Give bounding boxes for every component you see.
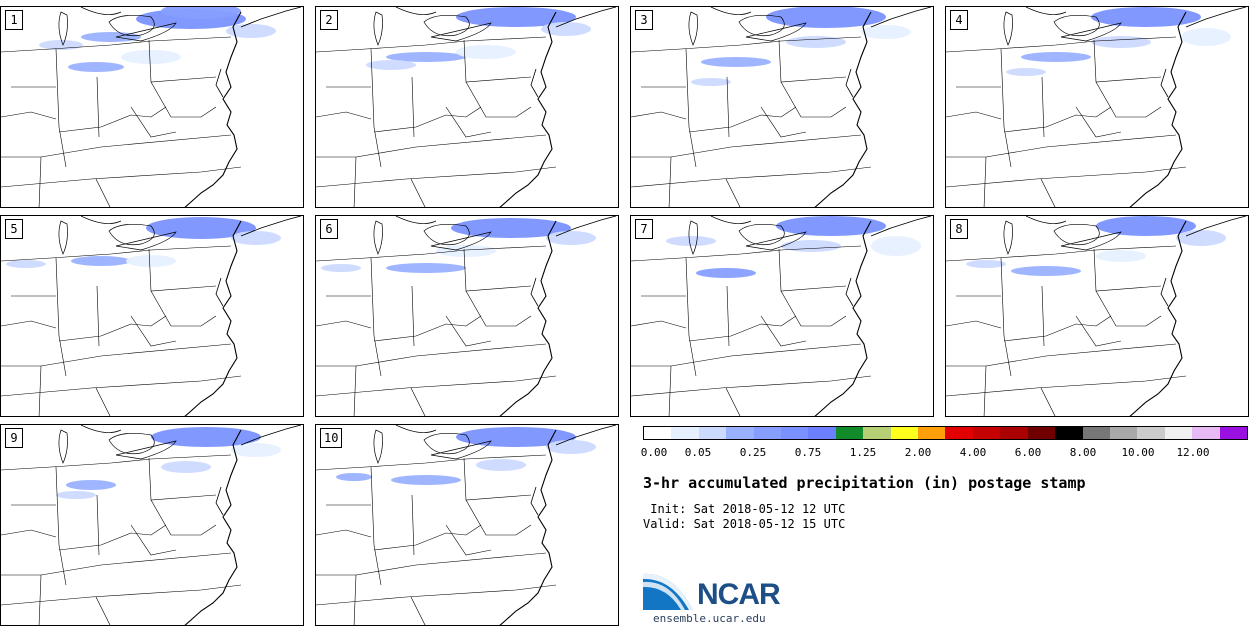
colorbar-swatch (1055, 427, 1083, 439)
colorbar-swatch (890, 427, 919, 439)
precip-map (316, 216, 617, 416)
colorbar-swatch (1192, 427, 1220, 439)
logo-url: ensemble.ucar.edu (653, 612, 766, 625)
colorbar-swatch (671, 427, 699, 439)
colorbar (643, 426, 1248, 440)
ncar-logo-icon (643, 573, 693, 610)
colorbar-tick-label: 0.00 (640, 446, 668, 459)
ensemble-member-panel: 2 (315, 6, 619, 208)
colorbar-tick-label: 8.00 (1069, 446, 1097, 459)
colorbar-tick-label: 1.25 (849, 446, 877, 459)
colorbar-swatch (1219, 427, 1247, 439)
init-time: Init: Sat 2018-05-12 12 UTC (643, 502, 846, 516)
precip-map (1, 7, 302, 207)
ensemble-member-panel: 9 (0, 424, 304, 626)
colorbar-swatch (726, 427, 754, 439)
member-number-label: 8 (950, 219, 968, 239)
colorbar-swatch (1000, 427, 1028, 439)
figure-title: 3-hr accumulated precipitation (in) post… (643, 474, 1086, 492)
colorbar-tick-label: 10.00 (1121, 446, 1155, 459)
colorbar-swatch (808, 427, 836, 439)
ensemble-member-panel: 1 (0, 6, 304, 208)
member-number-label: 7 (635, 219, 653, 239)
colorbar-swatch (972, 427, 1001, 439)
colorbar-swatch (863, 427, 891, 439)
valid-time: Valid: Sat 2018-05-12 15 UTC (643, 517, 846, 531)
ensemble-member-panel: 7 (630, 215, 934, 417)
colorbar-swatch (698, 427, 727, 439)
colorbar-swatch (644, 427, 672, 439)
colorbar-swatch (1109, 427, 1138, 439)
colorbar-swatch (1082, 427, 1110, 439)
colorbar-swatch (918, 427, 946, 439)
precip-map (631, 7, 932, 207)
colorbar-swatch (753, 427, 782, 439)
member-number-label: 1 (5, 10, 23, 30)
colorbar-tick-label: 4.00 (959, 446, 987, 459)
precip-map (1, 216, 302, 416)
member-number-label: 5 (5, 219, 23, 239)
colorbar-tick-label: 12.00 (1176, 446, 1210, 459)
member-number-label: 9 (5, 428, 23, 448)
ensemble-member-panel: 5 (0, 215, 304, 417)
colorbar-tick-label: 0.25 (739, 446, 767, 459)
colorbar-tick-labels: 0.00 0.05 0.25 0.75 1.25 2.00 4.00 6.00 8.00 10.0… (640, 446, 1248, 460)
ensemble-member-panel: 3 (630, 6, 934, 208)
colorbar-swatch (835, 427, 864, 439)
precip-map (946, 216, 1247, 416)
member-number-label: 2 (320, 10, 338, 30)
ensemble-member-panel: 10 (315, 424, 619, 626)
ncar-logo-text: NCAR (697, 578, 781, 611)
colorbar-swatch (1164, 427, 1193, 439)
precip-map (1, 425, 302, 625)
member-number-label: 3 (635, 10, 653, 30)
colorbar-swatch (945, 427, 973, 439)
precip-map (316, 425, 617, 625)
ensemble-member-panel: 4 (945, 6, 1249, 208)
precip-map (316, 7, 617, 207)
colorbar-swatch (781, 427, 809, 439)
colorbar-swatch (1137, 427, 1165, 439)
ensemble-member-panel: 6 (315, 215, 619, 417)
precip-map (631, 216, 932, 416)
colorbar-tick-label: 0.75 (794, 446, 822, 459)
ensemble-member-panel: 8 (945, 215, 1249, 417)
colorbar-tick-label: 0.05 (684, 446, 712, 459)
colorbar-tick-label: 2.00 (904, 446, 932, 459)
precip-map (946, 7, 1247, 207)
colorbar-tick-label: 6.00 (1014, 446, 1042, 459)
member-number-label: 6 (320, 219, 338, 239)
member-number-label: 4 (950, 10, 968, 30)
member-number-label: 10 (320, 428, 343, 448)
colorbar-swatch (1027, 427, 1056, 439)
